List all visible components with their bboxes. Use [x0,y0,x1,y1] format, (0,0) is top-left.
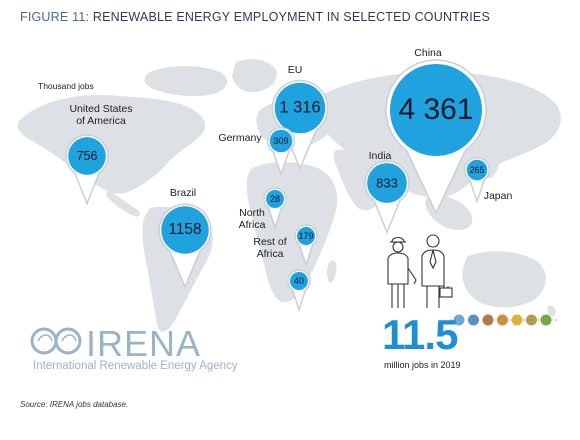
marker-germany-bubble [269,129,293,153]
label-rest-africa: Rest of Africa [250,236,290,260]
marker-north-africa-bubble [266,190,284,208]
workers-illustration [387,234,453,308]
solar-heat-icon [510,313,524,327]
hydro-icon [467,313,480,327]
label-china: China [414,47,442,59]
marker-japan-bubble [466,159,488,181]
marker-united-states-of-america-value: 756 [76,149,98,163]
marker-brazil-value: 1158 [168,221,202,238]
total-jobs-value: 11.5 [382,311,458,358]
irena-logo-subtitle: International Renewable Energy Agency [33,360,238,372]
marker-rest-of-africa-bubble [297,227,315,245]
label-rest-africa-line2: Africa [256,248,284,260]
bioenergy-icon [481,313,495,327]
label-japan: Japan [483,190,513,202]
marker-north-africa-value: 28 [269,194,281,204]
marker-eu-value: 1 316 [279,98,321,117]
unit-label: Thousand jobs [38,81,94,91]
solar-pv-icon [452,313,466,327]
marker-india-bubble [367,163,407,203]
irena-logo-name: IRENA [86,323,202,364]
marker-germany-value: 309 [273,136,289,146]
label-germany: Germany [218,132,262,144]
source-note: Source: IRENA jobs database. [20,400,129,409]
label-usa-line1: United States [69,103,133,115]
marker-southern-africa-value: 40 [293,276,305,286]
irena-logo-icon [30,327,82,355]
label-north-africa: North Africa [234,207,270,231]
label-brazil: Brazil [169,187,197,199]
geothermal-icon [525,313,538,327]
sector-icons-row [450,313,558,327]
marker-china-value: 4 361 [398,93,474,126]
marker-rest-of-africa-value: 179 [298,231,314,241]
label-north-africa-line1: North [239,207,265,219]
label-usa: United States of America [56,103,146,127]
label-rest-africa-line1: Rest of [253,236,287,248]
marker-southern-africa-bubble [290,272,308,290]
marker-brazil-bubble [161,206,209,254]
label-usa-line2: of America [76,115,126,127]
marker-united-states-of-america-bubble [68,137,106,175]
chart-markers [65,59,491,313]
biofuel-icon [539,313,553,327]
marker-china-bubble [390,64,482,156]
figure-title: FIGURE 11: RENEWABLE ENERGY EMPLOYMENT I… [20,10,490,24]
marker-eu-bubble [274,82,326,134]
figure-title-text: RENEWABLE ENERGY EMPLOYMENT IN SELECTED … [92,10,490,24]
label-eu: EU [287,64,303,76]
total-jobs-caption: million jobs in 2019 [384,360,461,370]
marker-japan-value: 265 [469,165,485,175]
label-india: India [368,150,392,162]
wind-icon [496,313,509,327]
marker-india-value: 833 [376,175,398,191]
figure-number: FIGURE 11: [20,10,90,24]
label-north-africa-line2: Africa [238,219,266,231]
